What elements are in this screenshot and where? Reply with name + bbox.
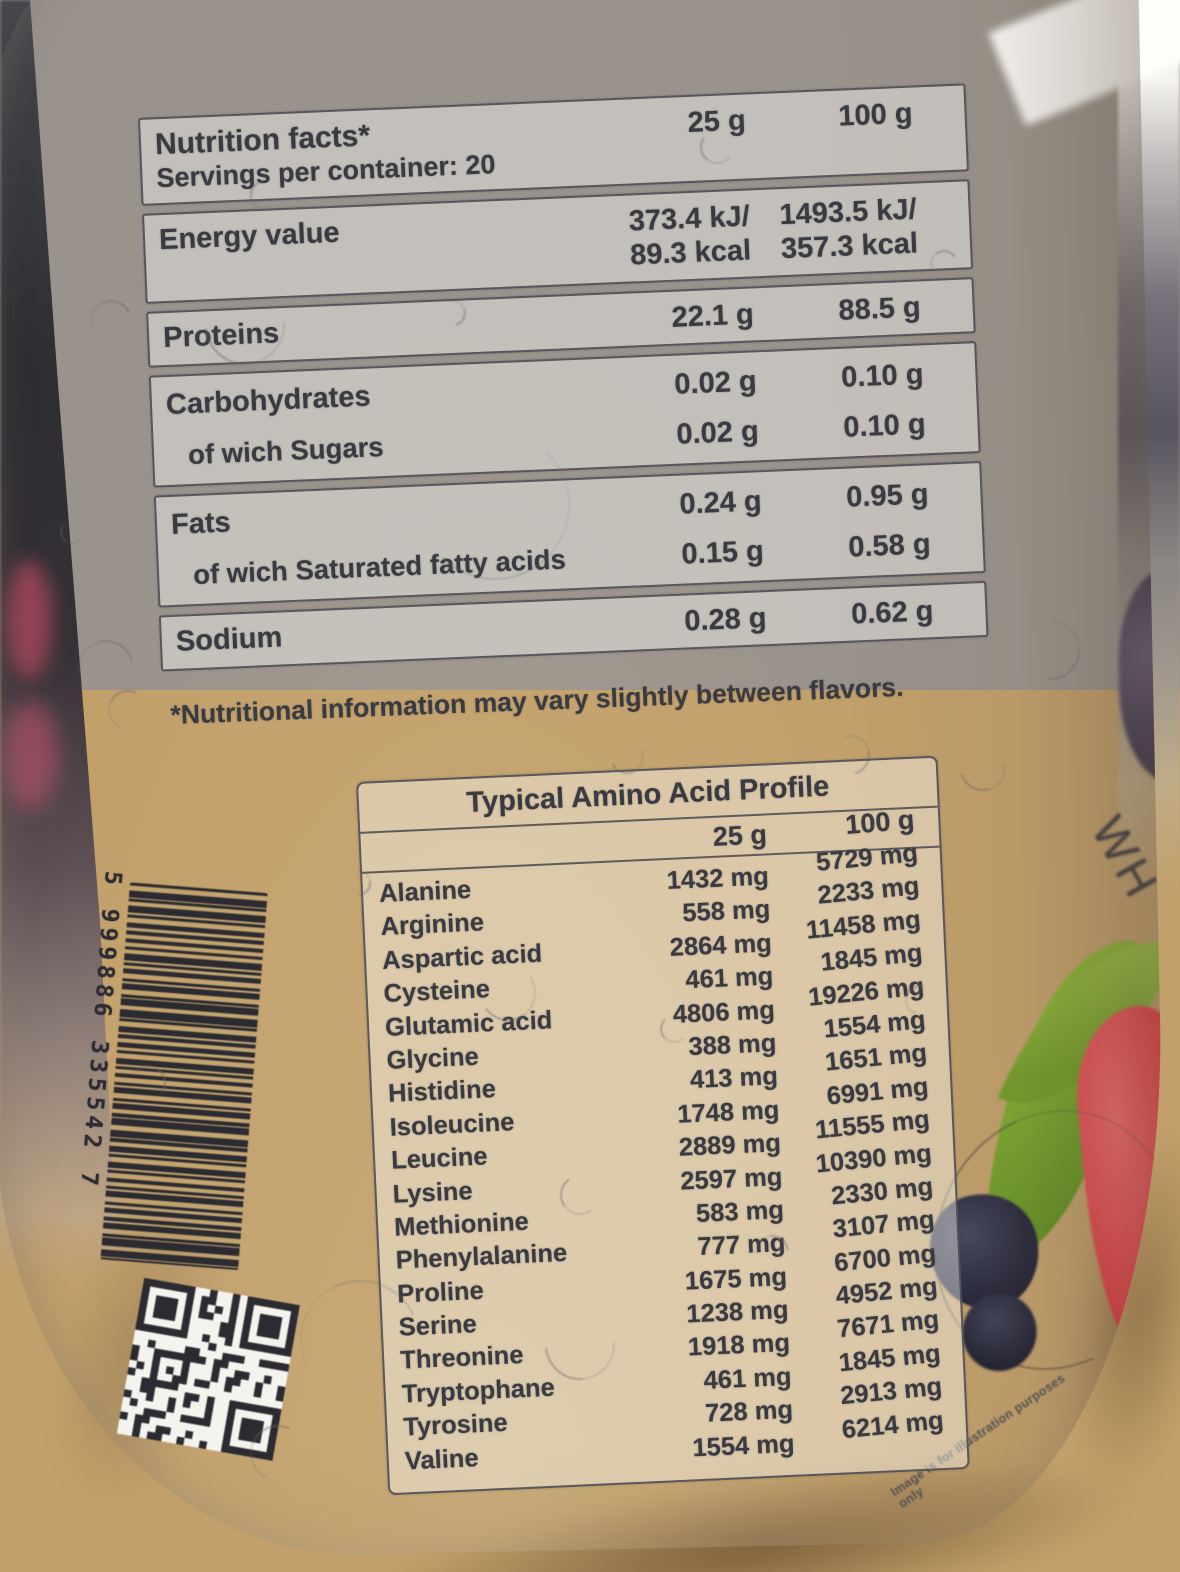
amino-value-25g: 388 mg <box>687 1029 777 1062</box>
amino-value-25g: 413 mg <box>689 1062 779 1095</box>
amino-rows: Alanine 1432 mg 5729 mg Arginine 558 mg 2233 … <box>362 839 967 1486</box>
row-label: Carbohydrates <box>165 380 372 422</box>
value-100g: 88.5 g <box>837 291 922 327</box>
barcode-bars-icon <box>100 882 268 1271</box>
amino-value-25g: 1675 mg <box>684 1262 788 1296</box>
qr-code-icon <box>114 1268 301 1476</box>
amino-value-25g: 4806 mg <box>672 995 776 1029</box>
row-label: of wich Sugars <box>187 431 385 471</box>
leaf-graphic <box>997 904 1171 1141</box>
amino-value-25g: 728 mg <box>704 1396 794 1429</box>
amino-value-25g: 558 mg <box>681 895 771 928</box>
row-label: Proteins <box>162 317 280 355</box>
amino-acid-table: Typical Amino Acid Profile 25 g 100 g Al… <box>356 755 970 1496</box>
amino-value-25g: 1554 mg <box>691 1429 796 1463</box>
value-100g: 0.95 g <box>845 478 930 514</box>
amino-value-25g: 461 mg <box>702 1362 793 1395</box>
amino-value-25g: 2889 mg <box>678 1129 782 1162</box>
amino-value-25g: 777 mg <box>696 1229 787 1262</box>
value-25g: 0.02 g <box>673 365 758 401</box>
energy-100g: 1493.5 kJ/ 357.3 kcal <box>749 191 957 268</box>
value-100g: 0.10 g <box>840 358 925 394</box>
value-25g: 22.1 g <box>670 298 755 334</box>
value-25g: 0.15 g <box>680 535 765 571</box>
value-100g: 0.62 g <box>850 595 935 631</box>
amino-value-25g: 1748 mg <box>676 1095 780 1129</box>
amino-value-25g: 2597 mg <box>679 1162 783 1196</box>
blueberry-graphic <box>957 1287 1043 1377</box>
amino-column-25g: 25 g <box>712 818 768 852</box>
row-label: of wich Saturated fatty acids <box>192 543 567 591</box>
amino-value-25g: 1238 mg <box>685 1296 790 1329</box>
value-25g: 0.24 g <box>678 485 763 521</box>
value-100g: 0.10 g <box>842 408 927 444</box>
raspberry-graphic <box>1069 1001 1171 1381</box>
value-25g: 0.02 g <box>675 415 760 451</box>
nutrition-facts-table: Nutrition facts* Servings per container:… <box>138 83 989 679</box>
column-header-100g: 100 g <box>837 97 914 133</box>
ean-barcode: 5 999886 335542 7 <box>70 870 269 1271</box>
amino-value-25g: 461 mg <box>684 962 774 995</box>
amino-value-25g: 2864 mg <box>669 929 773 962</box>
value-25g: 0.28 g <box>683 602 768 638</box>
energy-25g-kcal: 89.3 kcal <box>629 234 752 272</box>
amino-value-25g: 1432 mg <box>666 862 770 895</box>
row-label: Sodium <box>175 621 283 658</box>
value-100g: 0.58 g <box>847 528 932 564</box>
row-label: Energy value <box>158 216 341 257</box>
column-header-25g: 25 g <box>686 104 747 139</box>
amino-value-25g: 1918 mg <box>687 1329 791 1362</box>
nutrition-title-block: Nutrition facts* Servings per container:… <box>154 111 562 194</box>
energy-25g: 373.4 kJ/ 89.3 kcal <box>564 199 752 275</box>
energy-100g-kcal: 357.3 kcal <box>780 227 919 266</box>
leaf-graphic <box>982 935 1136 1273</box>
row-label: Fats <box>170 506 232 541</box>
amino-name: Alanine <box>378 875 472 909</box>
amino-value-25g: 583 mg <box>695 1195 785 1228</box>
